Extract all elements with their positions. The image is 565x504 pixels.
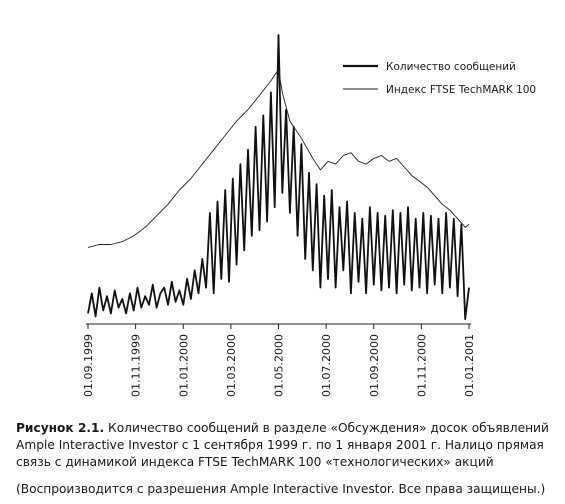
figure-caption: Рисунок 2.1. Количество сообщений в разд… xyxy=(16,420,556,471)
x-tick-label: 01.11.1999 xyxy=(130,334,143,397)
x-tick-label: 01.05.2000 xyxy=(273,334,286,397)
x-tick-label: 01.11.2000 xyxy=(415,334,428,397)
series-line-messages xyxy=(87,34,470,320)
legend-label-index: Индекс FTSE TechMARK 100 xyxy=(386,84,536,96)
caption-line-2: Ample Interactive Investor с 1 сентября … xyxy=(16,438,544,452)
chart-area: 01.09.1999 01.11.1999 01.01.2000 01.03.2000… xyxy=(82,34,536,397)
x-tick-label: 01.09.1999 xyxy=(82,334,95,397)
x-tick-label: 01.09.2000 xyxy=(368,334,381,397)
x-tick-label: 01.01.2000 xyxy=(177,334,190,397)
legend-label-messages: Количество сообщений xyxy=(386,61,516,73)
x-tick-label: 01.03.2000 xyxy=(225,334,238,397)
figure-label: Рисунок 2.1. xyxy=(16,421,105,435)
legend: Количество сообщений Индекс FTSE TechMAR… xyxy=(343,61,536,96)
x-tick-label: 01.01.2001 xyxy=(463,334,476,397)
figure-credit: (Воспроизводится с разрешения Ample Inte… xyxy=(16,482,546,496)
x-axis: 01.09.1999 01.11.1999 01.01.2000 01.03.2000… xyxy=(82,323,476,397)
caption-line-3: связь с динамикой индекса FTSE TechMARK … xyxy=(16,455,494,469)
x-tick-label: 01.07.2000 xyxy=(320,334,333,397)
series-line-index xyxy=(87,68,470,248)
plot-region xyxy=(87,34,470,320)
caption-line-1: Количество сообщений в разделе «Обсужден… xyxy=(104,421,549,435)
